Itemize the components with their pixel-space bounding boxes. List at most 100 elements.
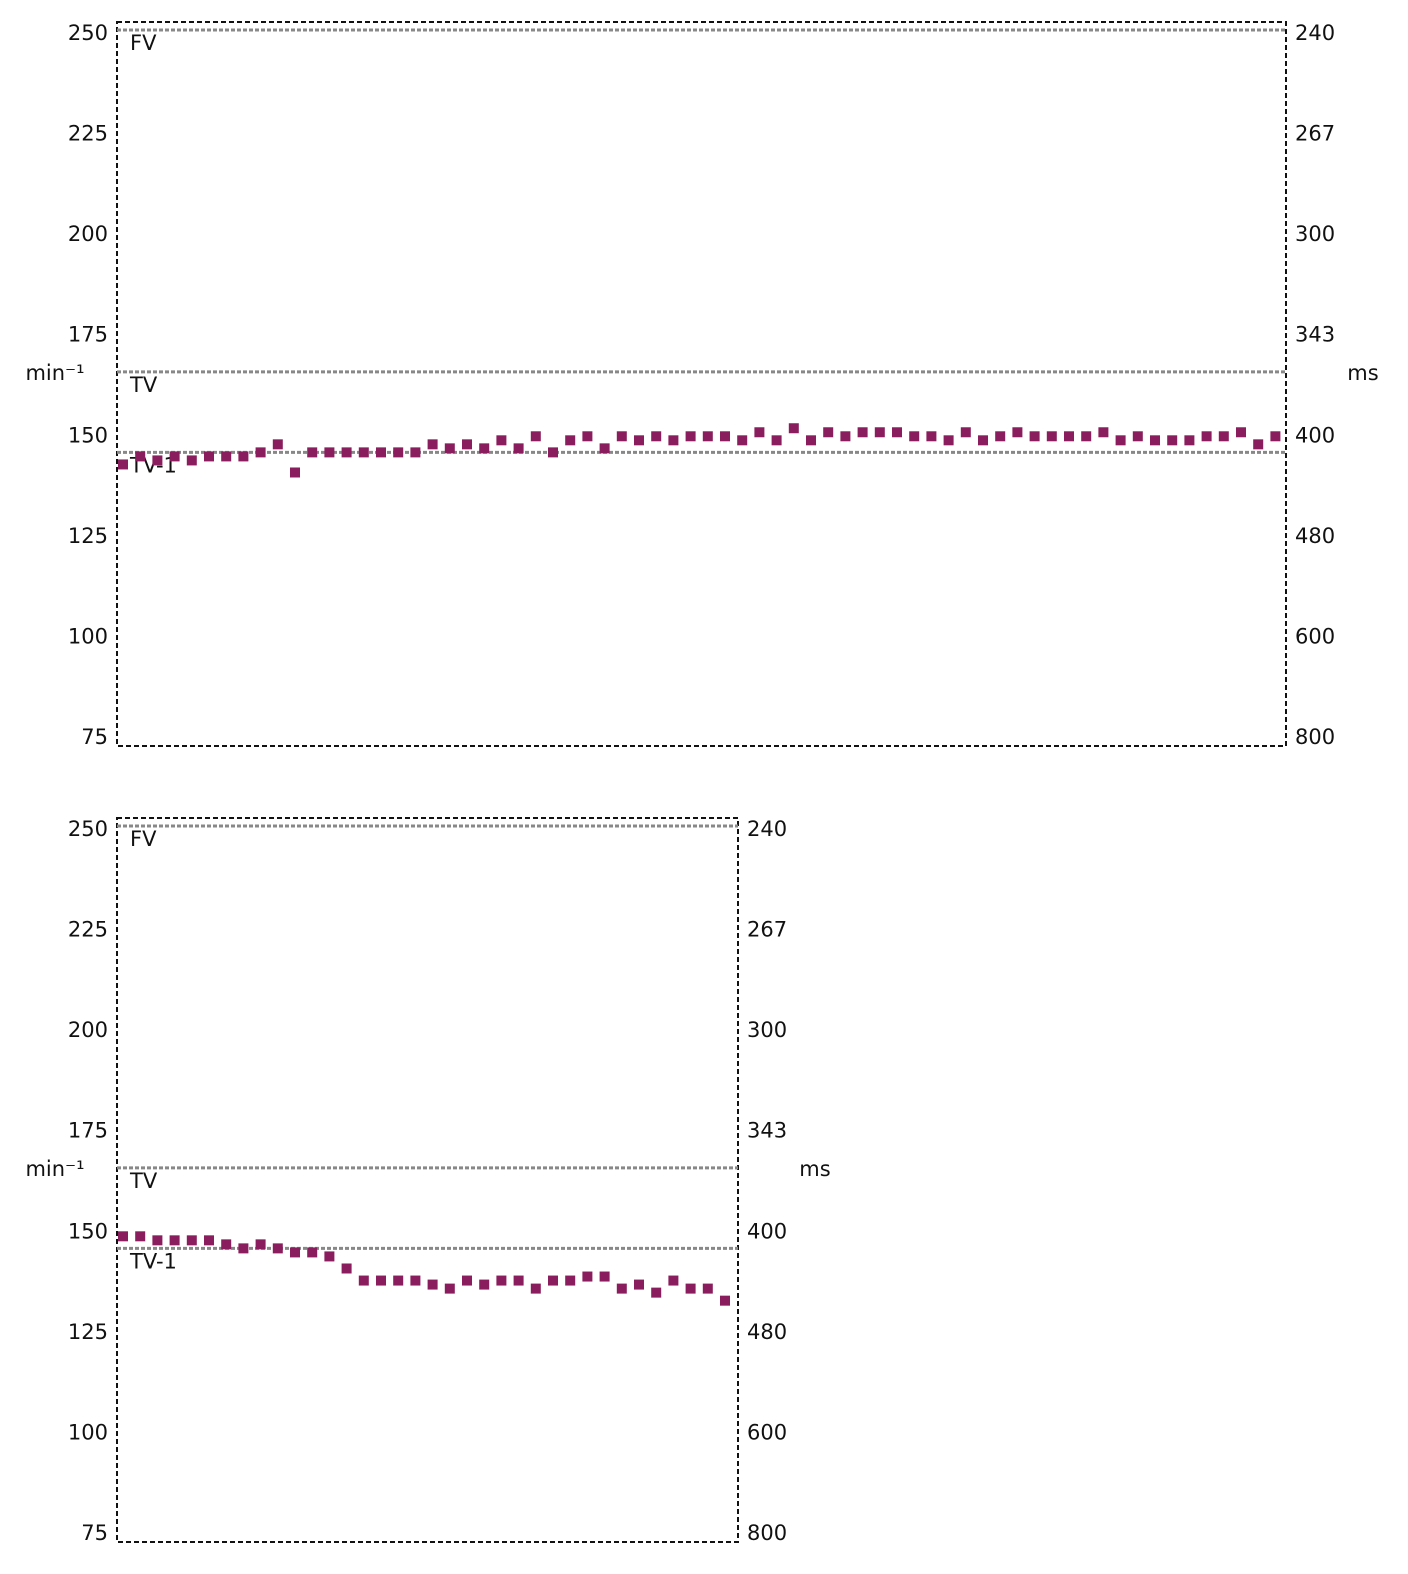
data-point: [1029, 431, 1040, 442]
y2-tick-label: 800: [747, 1521, 787, 1545]
data-point: [943, 435, 954, 446]
y2-tick-label: 300: [1295, 222, 1335, 246]
data-point: [995, 431, 1006, 442]
data-point: [204, 451, 214, 462]
data-point: [393, 1275, 404, 1286]
y-tick-label: 175: [68, 1119, 108, 1143]
threshold-label: FV: [130, 31, 157, 55]
data-point: [290, 467, 300, 478]
data-point: [1046, 431, 1057, 442]
data-point: [513, 443, 524, 454]
data-point: [1150, 435, 1160, 446]
y-tick-label: 125: [68, 1320, 108, 1344]
data-point: [737, 435, 748, 446]
y2-axis-label: ms: [799, 1157, 830, 1181]
data-point: [186, 455, 197, 466]
y-tick-label: 225: [68, 918, 108, 942]
data-point: [272, 1243, 283, 1254]
data-point: [1098, 427, 1109, 438]
y2-tick-label: 480: [1295, 524, 1335, 548]
y-tick-label: 200: [68, 222, 108, 246]
data-point: [685, 431, 696, 442]
data-point: [324, 1251, 335, 1262]
y2-tick-label: 480: [747, 1320, 787, 1344]
data-point: [720, 431, 730, 442]
data-point: [582, 431, 593, 442]
data-point: [272, 439, 283, 450]
data-point: [616, 1283, 627, 1294]
data-point: [771, 435, 782, 446]
data-point: [204, 1235, 214, 1246]
data-point: [634, 1279, 644, 1290]
data-point: [685, 1283, 696, 1294]
data-point: [427, 439, 438, 450]
data-point: [152, 1235, 163, 1246]
data-point: [1236, 427, 1246, 438]
y2-tick-label: 343: [1295, 323, 1335, 347]
y2-tick-label: 400: [1295, 423, 1335, 447]
threshold-label: TV: [129, 1169, 158, 1193]
y2-tick-label: 300: [747, 1018, 787, 1042]
data-point: [238, 451, 249, 462]
data-point: [462, 1275, 472, 1286]
y-tick-label: 250: [68, 21, 108, 45]
data-point: [393, 447, 404, 458]
y-tick-label: 175: [68, 323, 108, 347]
data-point: [479, 443, 490, 454]
data-point: [221, 451, 232, 462]
data-point: [410, 447, 421, 458]
threshold-label: TV-1: [129, 1249, 177, 1273]
data-point: [341, 1263, 352, 1274]
data-point: [1184, 435, 1195, 446]
data-point: [530, 431, 541, 442]
data-point: [651, 431, 662, 442]
y-tick-label: 200: [68, 1018, 108, 1042]
data-point: [1064, 431, 1074, 442]
data-point: [720, 1295, 730, 1306]
plot-frame: [116, 21, 1287, 747]
y-tick-label: 150: [68, 1219, 108, 1243]
y-tick-label: 100: [68, 624, 108, 648]
data-point: [530, 1283, 541, 1294]
data-point: [1253, 439, 1264, 450]
y2-tick-label: 240: [747, 817, 787, 841]
y-axis-label: min⁻¹: [25, 1157, 84, 1181]
data-point: [118, 1231, 128, 1242]
y-tick-label: 125: [68, 524, 108, 548]
data-point: [358, 1275, 369, 1286]
data-point: [376, 1275, 386, 1286]
data-point: [169, 1235, 180, 1246]
data-point: [341, 447, 352, 458]
y2-tick-label: 343: [747, 1119, 787, 1143]
y-tick-label: 75: [81, 1521, 108, 1545]
data-point: [806, 435, 816, 446]
data-point: [857, 427, 868, 438]
y2-tick-label: 267: [747, 918, 787, 942]
data-point: [1081, 431, 1092, 442]
y-axis-label: min⁻¹: [25, 361, 84, 385]
data-point: [1270, 431, 1281, 442]
data-point: [307, 1247, 318, 1258]
data-point: [582, 1271, 593, 1282]
data-point: [754, 427, 765, 438]
y2-tick-label: 400: [747, 1219, 787, 1243]
data-point: [152, 455, 163, 466]
data-point: [135, 1231, 146, 1242]
data-point: [702, 1283, 713, 1294]
data-point: [909, 431, 920, 442]
y-tick-label: 250: [68, 817, 108, 841]
data-point: [1201, 431, 1212, 442]
y2-tick-label: 600: [1295, 624, 1335, 648]
y-tick-label: 150: [68, 423, 108, 447]
data-point: [978, 435, 988, 446]
data-point: [840, 431, 851, 442]
data-point: [874, 427, 885, 438]
data-point: [926, 431, 937, 442]
data-point: [823, 427, 834, 438]
data-point: [324, 447, 335, 458]
data-point: [496, 1275, 507, 1286]
plot-frame: [116, 817, 739, 1543]
data-point: [1218, 431, 1229, 442]
data-point: [788, 423, 799, 434]
